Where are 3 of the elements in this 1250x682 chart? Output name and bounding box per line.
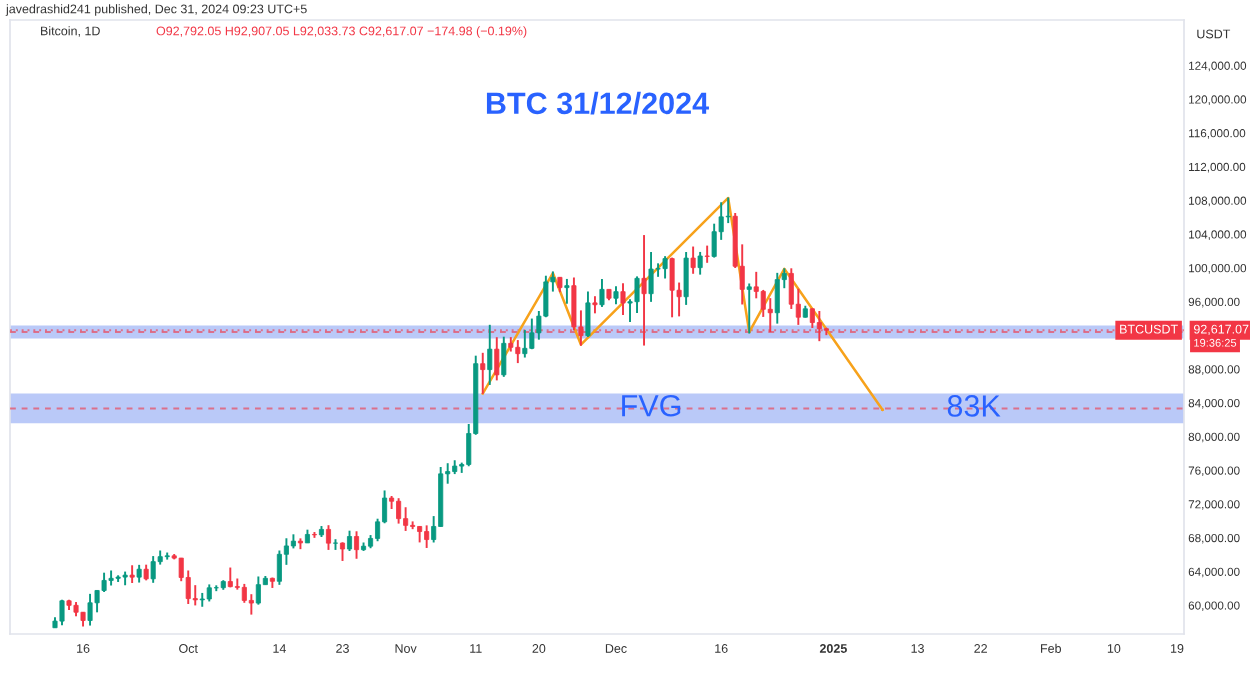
text: BTC 31/12/2024 bbox=[486, 91, 709, 115]
annotation: 83K bbox=[947, 395, 1001, 417]
band-label: FVG bbox=[622, 394, 681, 417]
